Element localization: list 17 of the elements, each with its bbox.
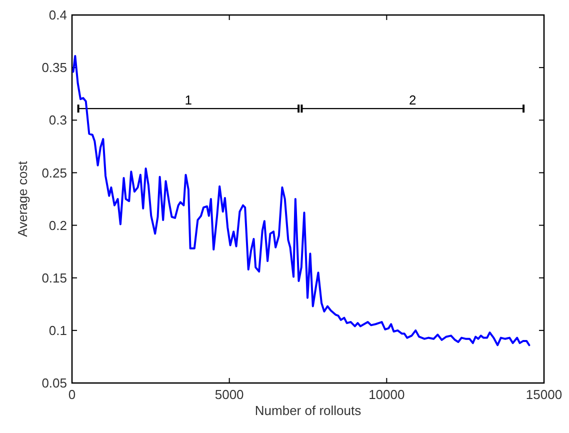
x-tick-label: 0	[68, 387, 76, 402]
y-tick-label: 0.25	[42, 165, 67, 180]
y-tick-label: 0.3	[48, 112, 67, 128]
y-axis-title: Average cost	[15, 160, 30, 237]
x-axis-title: Number of rollouts	[254, 403, 362, 418]
annotation: 2	[409, 92, 416, 108]
annotation: 1	[184, 92, 192, 108]
line-series	[72, 55, 530, 346]
y-tick-label: 0.4	[48, 8, 67, 23]
x-tick-label: 5000	[214, 387, 244, 402]
x-tick-label: 10000	[368, 387, 405, 402]
y-tick-label: 0.2	[48, 218, 67, 233]
y-tick-label: 0.05	[42, 376, 67, 391]
x-tick-label: 15000	[526, 387, 562, 402]
y-tick-label: 0.15	[42, 270, 67, 286]
y-tick-label: 0.35	[42, 60, 67, 76]
y-tick-label: 0.1	[48, 322, 67, 338]
